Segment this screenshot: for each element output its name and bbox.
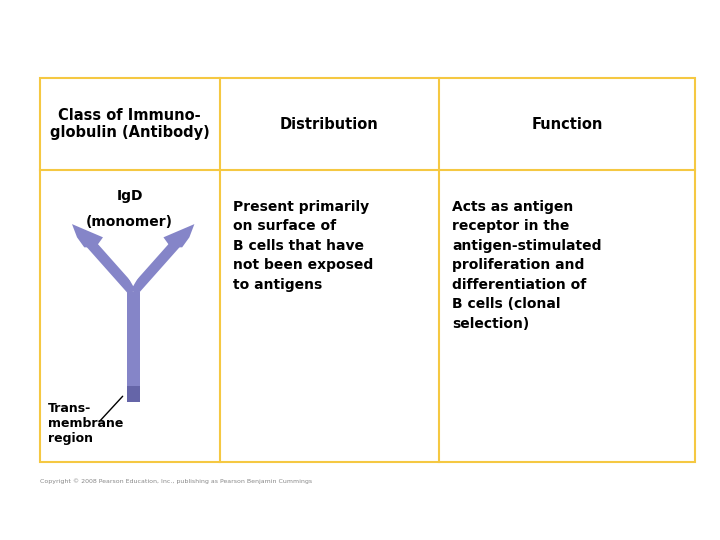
Text: Present primarily
on surface of
B cells that have
not been exposed
to antigens: Present primarily on surface of B cells … xyxy=(233,200,373,292)
Text: Distribution: Distribution xyxy=(280,117,379,132)
Text: (monomer): (monomer) xyxy=(86,215,173,229)
Text: Trans-
membrane
region: Trans- membrane region xyxy=(48,402,124,446)
Text: Class of Immuno-
globulin (Antibody): Class of Immuno- globulin (Antibody) xyxy=(50,108,210,140)
Polygon shape xyxy=(127,386,140,402)
Text: IgD: IgD xyxy=(117,189,143,203)
Polygon shape xyxy=(127,292,140,402)
Polygon shape xyxy=(85,241,138,294)
Text: Copyright © 2008 Pearson Education, Inc., publishing as Pearson Benjamin Cumming: Copyright © 2008 Pearson Education, Inc.… xyxy=(40,478,312,483)
Polygon shape xyxy=(72,224,103,247)
Text: Acts as antigen
receptor in the
antigen-stimulated
proliferation and
differentia: Acts as antigen receptor in the antigen-… xyxy=(452,200,602,331)
Polygon shape xyxy=(163,224,194,247)
Polygon shape xyxy=(122,267,144,286)
Text: Function: Function xyxy=(531,117,603,132)
Polygon shape xyxy=(128,241,181,294)
